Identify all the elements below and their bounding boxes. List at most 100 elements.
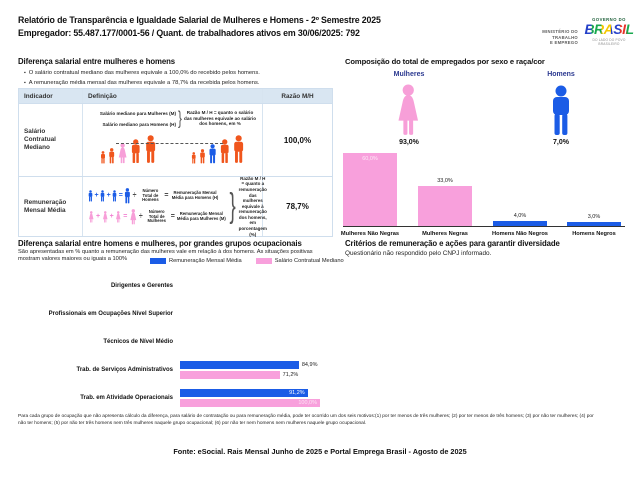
equals-sign: = <box>123 213 128 220</box>
bar-value-label: 3,0% <box>587 214 601 221</box>
person-icon <box>199 149 206 164</box>
person-icon <box>191 152 197 164</box>
person-icon <box>100 190 105 202</box>
plus-sign: + <box>106 192 111 199</box>
bar-value-label: 91,2% <box>289 390 305 397</box>
gov-logo-tagline: DO LADO DO POVO BRASILEIRO <box>592 38 626 46</box>
equals-sign: = <box>164 192 169 199</box>
plus-sign: + <box>109 213 114 220</box>
salario-bar: 71,2% <box>180 370 298 379</box>
remuneracao-bar: 91,2% <box>180 389 308 398</box>
brasil-wordmark: BRASIL <box>582 22 636 37</box>
legend-swatch-pink <box>255 258 272 264</box>
occupational-title: Diferença salarial entre homens e mulher… <box>18 239 302 248</box>
person-icon <box>144 135 157 164</box>
ratio-value: 100,0% <box>283 135 312 145</box>
divide-sign: ÷ <box>138 213 143 220</box>
group-label: Dirigentes e Gerentes <box>110 282 173 289</box>
women-percentage: 93,0% <box>399 139 419 146</box>
criteria-title: Critérios de remuneração e ações para ga… <box>345 239 560 248</box>
bullet-item: A remuneração média mensal das mulheres … <box>24 78 260 88</box>
person-icon <box>88 190 93 202</box>
median-women-label: Salário mediano para Mulheres (M) <box>99 110 176 116</box>
table-row: Salário Contratual Mediano Salário media… <box>19 103 332 176</box>
bar-value-label: 33,0% <box>437 177 453 184</box>
group-label: Profissionais em Ocupações Nível Superio… <box>48 310 173 317</box>
definition-cell: Salário mediano para Mulheres (M) Salári… <box>83 104 263 176</box>
bar-value-label: 84,9% <box>301 362 318 369</box>
median-men-label: Salário mediano para Homens (H) <box>102 121 176 127</box>
plus-sign: + <box>96 213 101 220</box>
equals-sign: = <box>170 213 175 220</box>
table-header-row: Indicador Definição Razão M/H <box>19 89 332 103</box>
woman-icon <box>394 84 423 137</box>
bar-value-label: 4,0% <box>513 213 527 220</box>
col-header-definicao: Definição <box>83 89 263 103</box>
divisor-label: Número Total de Mulheres <box>147 208 166 224</box>
chart-row: Profissionais em Ocupações Nível Superio… <box>18 300 333 328</box>
ratio-definition-note: Razão M / H = quanto o salário das mulhe… <box>184 110 257 127</box>
men-percentage: 7,0% <box>553 139 569 146</box>
bar-value-label: 71,2% <box>282 371 299 378</box>
median-illustration <box>88 133 257 164</box>
group-label: Trab. em Atividade Operacionais <box>80 394 173 401</box>
composition-bar-chart: 60,0% 33,0% 4,0% 3,0% <box>343 150 625 227</box>
definition-cell: + + = ÷ Número Total de Homens = Remuner… <box>83 176 267 237</box>
equals-sign: = <box>118 192 123 199</box>
person-icon <box>124 188 131 204</box>
gov-brasil-logo: GOVERNO DO BRASIL DO LADO DO POVO BRASIL… <box>582 17 636 46</box>
legend-label: Salário Contratual Mediano <box>274 258 344 264</box>
person-icon <box>108 148 115 164</box>
chart-row: Trab. de Serviços Administrativos 84,9% … <box>18 356 333 384</box>
median-woman-icon <box>117 143 128 164</box>
col-header-razao: Razão M/H <box>281 92 314 100</box>
salary-gap-bullets: O salário contratual mediano das mulhere… <box>24 68 260 88</box>
person-icon <box>100 151 106 164</box>
person-icon <box>88 211 95 223</box>
salary-gap-title: Diferença salarial entre mulheres e home… <box>18 57 176 66</box>
bar-homens-negros: 3,0% <box>567 214 621 226</box>
bar-mulheres-negras: 33,0% <box>418 178 472 226</box>
men-label: Homens <box>547 71 575 78</box>
report-subtitle: Empregador: 55.487.177/0001-56 / Quant. … <box>18 28 360 38</box>
ministry-line: MINISTÉRIO DO <box>542 29 578 34</box>
women-label: Mulheres <box>393 71 425 78</box>
occupational-subtitle: São apresentadas em % quanto a remuneraç… <box>18 249 313 262</box>
brace-glyph: } <box>229 187 237 225</box>
source-footer: Fonte: eSocial. Rais Mensal Junho de 202… <box>173 447 467 456</box>
occupational-bar-chart: Dirigentes e Gerentes Profissionais em O… <box>18 272 333 412</box>
men-group-figures <box>191 135 245 164</box>
chart-row: Técnicos de Nível Médio <box>18 328 333 356</box>
ratio-value: 78,7% <box>286 202 309 211</box>
x-axis-label: Mulheres Negras <box>422 231 468 237</box>
ratio-definition-note: Razão M / H = quanto a remuneração das m… <box>238 175 267 237</box>
bar-value-label: 60,0% <box>362 155 378 162</box>
plus-sign: + <box>94 192 99 199</box>
bar-value-label: 100,0% <box>298 399 317 406</box>
legend-item: Remuneração Mensal Média <box>150 258 242 264</box>
col-header-indicador: Indicador <box>19 89 83 103</box>
ministry-logo: MINISTÉRIO DO TRABALHO E EMPREGO <box>518 29 578 46</box>
median-dashed-line <box>116 143 223 144</box>
legend-swatch-blue <box>150 258 166 264</box>
ministry-line: TRABALHO <box>552 34 578 40</box>
legend-item: Salário Contratual Mediano <box>255 258 344 264</box>
person-icon <box>115 211 122 223</box>
composition-title: Composição do total de empregados por se… <box>345 57 545 66</box>
bar-mulheres-nao-negras: 60,0% <box>343 152 397 226</box>
indicator-name: Salário Contratual Mediano <box>19 104 83 176</box>
person-icon <box>232 135 245 164</box>
median-man-icon <box>208 144 217 164</box>
result-label: Remuneração Mensal Média para Homens (H) <box>171 190 219 200</box>
man-icon <box>550 85 572 137</box>
person-icon <box>112 190 117 202</box>
brace-glyph: } <box>178 108 182 128</box>
indicator-name: Remuneração Mensal Média <box>19 177 83 236</box>
person-icon <box>129 209 138 225</box>
women-average-formula: + + = ÷ Número Total de Mulheres = Remun… <box>88 209 226 225</box>
x-axis-label: Homens Negros <box>572 231 616 237</box>
gov-logo-top-text: GOVERNO DO <box>592 17 626 22</box>
remuneracao-bar: 84,9% <box>180 361 317 370</box>
bar-homens-nao-negros: 4,0% <box>493 213 547 226</box>
